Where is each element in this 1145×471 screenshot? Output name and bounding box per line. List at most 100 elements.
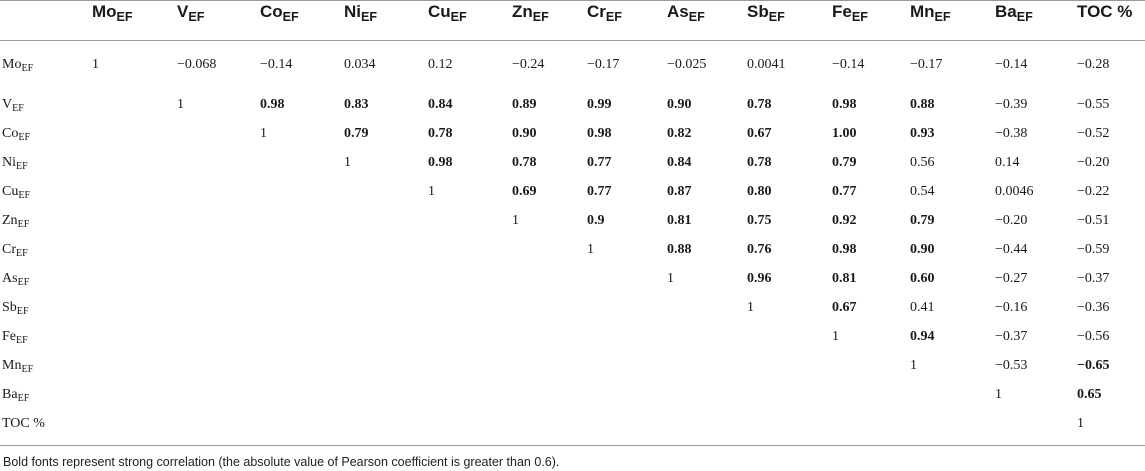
correlation-cell: 0.76 [747, 241, 772, 257]
correlation-cell: −0.44 [995, 241, 1028, 257]
correlation-cell: 0.89 [512, 96, 537, 112]
correlation-cell [428, 351, 512, 380]
correlation-cell: 1 [92, 57, 99, 72]
correlation-cell [344, 380, 428, 409]
row-label-sb: SbEF [2, 299, 29, 317]
correlation-cell: 1 [1077, 415, 1084, 431]
correlation-cell: 0.78 [512, 154, 537, 170]
correlation-cell [177, 148, 260, 177]
correlation-cell: −0.37 [1077, 270, 1110, 286]
correlation-cell [260, 148, 344, 177]
correlation-cell [344, 322, 428, 351]
correlation-cell: 1 [747, 299, 754, 315]
correlation-cell [260, 351, 344, 380]
column-header-fe: FeEF [832, 2, 868, 24]
correlation-cell: −0.56 [1077, 328, 1110, 344]
correlation-cell: 0.79 [344, 125, 369, 141]
correlation-cell: −0.14 [832, 57, 865, 72]
correlation-cell: −0.39 [995, 96, 1028, 112]
table-row: FeEF 1 0.94 −0.37 −0.56 [2, 322, 1145, 351]
table-row: MnEF 1 −0.53 −0.65 [2, 351, 1145, 380]
correlation-cell: 0.67 [832, 299, 857, 315]
header-row: MoEF VEF CoEF NiEF CuEF ZnEF CrEF AsEF SbEF FeEF M… [2, 0, 1145, 40]
correlation-cell: 0.82 [667, 125, 692, 141]
correlation-cell: 0.0041 [747, 57, 786, 72]
correlation-cell [667, 409, 747, 438]
correlation-cell [587, 380, 667, 409]
column-header-cu: CuEF [428, 2, 467, 24]
correlation-cell: 0.78 [747, 154, 772, 170]
correlation-cell: 0.87 [667, 183, 692, 199]
correlation-cell: 0.034 [344, 57, 376, 72]
correlation-cell: 0.77 [587, 183, 612, 199]
table-row: VEF 1 0.98 0.83 0.84 0.89 0.99 0.90 0.78 0.98 0.88… [2, 90, 1145, 119]
correlation-cell [667, 380, 747, 409]
correlation-cell: 0.79 [910, 212, 935, 228]
correlation-cell: 0.77 [587, 154, 612, 170]
correlation-cell [177, 119, 260, 148]
correlation-cell: 0.83 [344, 96, 369, 112]
correlation-cell: −0.53 [995, 357, 1028, 373]
correlation-cell [428, 235, 512, 264]
correlation-cell [344, 351, 428, 380]
row-label-v: VEF [2, 96, 24, 114]
correlation-cell: 0.67 [747, 125, 772, 141]
corner-header [2, 0, 92, 40]
correlation-cell [428, 322, 512, 351]
correlation-cell: 0.77 [832, 183, 857, 199]
correlation-cell: 0.99 [587, 96, 612, 112]
correlation-cell: 0.14 [995, 154, 1020, 170]
correlation-cell: −0.20 [995, 212, 1028, 228]
correlation-cell: 1 [177, 96, 184, 112]
correlation-cell: 0.69 [512, 183, 537, 199]
correlation-table: MoEF VEF CoEF NiEF CuEF ZnEF CrEF AsEF SbEF FeEF M… [2, 0, 1145, 438]
correlation-cell [832, 351, 910, 380]
correlation-cell [667, 322, 747, 351]
column-header-mn: MnEF [910, 2, 951, 24]
correlation-cell: 0.98 [428, 154, 453, 170]
table-footnote: Bold fonts represent strong correlation … [3, 455, 560, 469]
correlation-cell: 0.84 [667, 154, 692, 170]
row-label-co: CoEF [2, 125, 31, 143]
correlation-cell: 0.81 [832, 270, 857, 286]
correlation-cell [512, 235, 587, 264]
row-label-ba: BaEF [2, 386, 30, 404]
column-header-co: CoEF [260, 2, 299, 24]
correlation-cell: 1.00 [832, 125, 857, 141]
correlation-cell [177, 235, 260, 264]
correlation-cell: 1 [910, 357, 917, 373]
correlation-cell [177, 177, 260, 206]
correlation-cell [747, 380, 832, 409]
column-header-ni: NiEF [344, 2, 378, 24]
correlation-cell: −0.20 [1077, 154, 1110, 170]
correlation-cell: 1 [587, 241, 594, 257]
correlation-cell [92, 264, 177, 293]
correlation-cell: 1 [667, 270, 674, 286]
column-header-toc: TOC % [1077, 2, 1133, 21]
correlation-cell: 0.94 [910, 328, 935, 344]
correlation-cell [512, 351, 587, 380]
correlation-cell: 1 [832, 328, 839, 344]
correlation-cell: 0.54 [910, 183, 935, 199]
correlation-cell: 0.9 [587, 212, 605, 228]
correlation-cell: 0.56 [910, 154, 935, 170]
correlation-cell: −0.14 [995, 57, 1028, 72]
correlation-cell [260, 322, 344, 351]
correlation-cell: 0.84 [428, 96, 453, 112]
correlation-cell: −0.55 [1077, 96, 1110, 112]
correlation-cell [177, 264, 260, 293]
correlation-cell [910, 380, 995, 409]
correlation-cell: 0.96 [747, 270, 772, 286]
correlation-cell: 0.78 [428, 125, 453, 141]
correlation-cell [832, 409, 910, 438]
column-header-mo: MoEF [92, 2, 133, 24]
correlation-cell [177, 380, 260, 409]
correlation-cell [832, 380, 910, 409]
correlation-cell: 0.78 [747, 96, 772, 112]
correlation-cell: 0.88 [910, 96, 935, 112]
correlation-cell [92, 322, 177, 351]
correlation-cell: 0.12 [428, 57, 453, 72]
correlation-cell: 0.98 [832, 241, 857, 257]
table-bottom-rule [0, 445, 1145, 446]
correlation-cell: 0.98 [832, 96, 857, 112]
